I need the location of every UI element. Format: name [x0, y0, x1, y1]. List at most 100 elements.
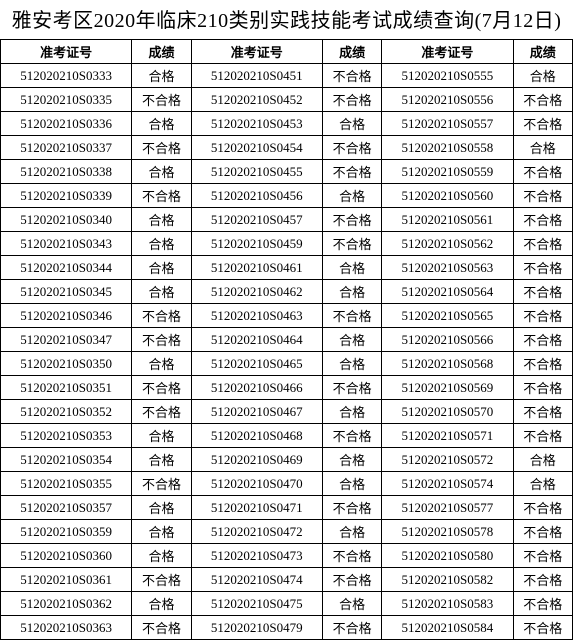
col-header-id: 准考证号	[1, 40, 132, 64]
cell-id: 512020210S0336	[1, 112, 132, 136]
cell-result: 合格	[132, 544, 191, 568]
table-row: 512020210S0353合格512020210S0468不合格5120202…	[1, 424, 573, 448]
cell-result: 不合格	[322, 616, 381, 640]
cell-result: 合格	[322, 184, 381, 208]
table-row: 512020210S0343合格512020210S0459不合格5120202…	[1, 232, 573, 256]
cell-id: 512020210S0333	[1, 64, 132, 88]
cell-id: 512020210S0565	[382, 304, 513, 328]
col-header-id: 准考证号	[382, 40, 513, 64]
cell-result: 不合格	[132, 184, 191, 208]
table-row: 512020210S0351不合格512020210S0466不合格512020…	[1, 376, 573, 400]
cell-id: 512020210S0362	[1, 592, 132, 616]
cell-id: 512020210S0465	[191, 352, 322, 376]
cell-id: 512020210S0344	[1, 256, 132, 280]
cell-result: 不合格	[322, 424, 381, 448]
col-header-res: 成绩	[322, 40, 381, 64]
cell-result: 不合格	[132, 376, 191, 400]
cell-id: 512020210S0577	[382, 496, 513, 520]
cell-result: 不合格	[322, 160, 381, 184]
cell-result: 不合格	[132, 616, 191, 640]
cell-id: 512020210S0560	[382, 184, 513, 208]
cell-result: 不合格	[513, 376, 572, 400]
cell-result: 不合格	[322, 568, 381, 592]
cell-result: 不合格	[322, 64, 381, 88]
cell-result: 合格	[132, 352, 191, 376]
cell-id: 512020210S0584	[382, 616, 513, 640]
cell-id: 512020210S0339	[1, 184, 132, 208]
cell-id: 512020210S0360	[1, 544, 132, 568]
cell-result: 不合格	[132, 88, 191, 112]
cell-id: 512020210S0346	[1, 304, 132, 328]
cell-result: 不合格	[322, 496, 381, 520]
cell-id: 512020210S0340	[1, 208, 132, 232]
cell-id: 512020210S0475	[191, 592, 322, 616]
cell-result: 合格	[132, 592, 191, 616]
cell-result: 合格	[322, 256, 381, 280]
cell-result: 合格	[322, 328, 381, 352]
results-table: 准考证号 成绩 准考证号 成绩 准考证号 成绩 512020210S0333合格…	[0, 39, 573, 640]
cell-result: 不合格	[132, 472, 191, 496]
cell-id: 512020210S0353	[1, 424, 132, 448]
cell-id: 512020210S0359	[1, 520, 132, 544]
cell-result: 不合格	[513, 232, 572, 256]
col-header-res: 成绩	[513, 40, 572, 64]
cell-id: 512020210S0571	[382, 424, 513, 448]
cell-result: 不合格	[513, 520, 572, 544]
cell-id: 512020210S0355	[1, 472, 132, 496]
table-row: 512020210S0335不合格512020210S0452不合格512020…	[1, 88, 573, 112]
cell-id: 512020210S0347	[1, 328, 132, 352]
cell-result: 合格	[132, 448, 191, 472]
table-row: 512020210S0362合格512020210S0475合格51202021…	[1, 592, 573, 616]
cell-id: 512020210S0569	[382, 376, 513, 400]
table-row: 512020210S0360合格512020210S0473不合格5120202…	[1, 544, 573, 568]
cell-result: 合格	[132, 424, 191, 448]
table-row: 512020210S0333合格512020210S0451不合格5120202…	[1, 64, 573, 88]
cell-result: 合格	[132, 232, 191, 256]
cell-id: 512020210S0558	[382, 136, 513, 160]
cell-id: 512020210S0555	[382, 64, 513, 88]
cell-id: 512020210S0578	[382, 520, 513, 544]
cell-result: 不合格	[322, 376, 381, 400]
cell-result: 不合格	[513, 88, 572, 112]
cell-id: 512020210S0470	[191, 472, 322, 496]
cell-result: 不合格	[513, 280, 572, 304]
cell-result: 合格	[513, 64, 572, 88]
header-row: 准考证号 成绩 准考证号 成绩 准考证号 成绩	[1, 40, 573, 64]
cell-result: 合格	[132, 520, 191, 544]
cell-id: 512020210S0461	[191, 256, 322, 280]
cell-id: 512020210S0463	[191, 304, 322, 328]
cell-id: 512020210S0556	[382, 88, 513, 112]
table-row: 512020210S0339不合格512020210S0456合格5120202…	[1, 184, 573, 208]
cell-id: 512020210S0467	[191, 400, 322, 424]
cell-result: 不合格	[513, 208, 572, 232]
cell-result: 不合格	[132, 304, 191, 328]
cell-result: 不合格	[132, 136, 191, 160]
cell-result: 不合格	[322, 544, 381, 568]
table-row: 512020210S0346不合格512020210S0463不合格512020…	[1, 304, 573, 328]
cell-id: 512020210S0568	[382, 352, 513, 376]
cell-result: 不合格	[513, 304, 572, 328]
cell-id: 512020210S0473	[191, 544, 322, 568]
table-row: 512020210S0340合格512020210S0457不合格5120202…	[1, 208, 573, 232]
table-row: 512020210S0357合格512020210S0471不合格5120202…	[1, 496, 573, 520]
cell-result: 合格	[132, 280, 191, 304]
cell-result: 不合格	[513, 568, 572, 592]
cell-id: 512020210S0572	[382, 448, 513, 472]
cell-id: 512020210S0582	[382, 568, 513, 592]
cell-id: 512020210S0468	[191, 424, 322, 448]
cell-result: 不合格	[322, 232, 381, 256]
cell-id: 512020210S0361	[1, 568, 132, 592]
cell-result: 合格	[132, 112, 191, 136]
col-header-res: 成绩	[132, 40, 191, 64]
cell-id: 512020210S0338	[1, 160, 132, 184]
cell-id: 512020210S0562	[382, 232, 513, 256]
cell-result: 不合格	[513, 496, 572, 520]
cell-result: 不合格	[513, 160, 572, 184]
table-row: 512020210S0345合格512020210S0462合格51202021…	[1, 280, 573, 304]
cell-result: 不合格	[513, 544, 572, 568]
cell-id: 512020210S0351	[1, 376, 132, 400]
col-header-id: 准考证号	[191, 40, 322, 64]
table-row: 512020210S0363不合格512020210S0479不合格512020…	[1, 616, 573, 640]
cell-id: 512020210S0479	[191, 616, 322, 640]
cell-id: 512020210S0363	[1, 616, 132, 640]
